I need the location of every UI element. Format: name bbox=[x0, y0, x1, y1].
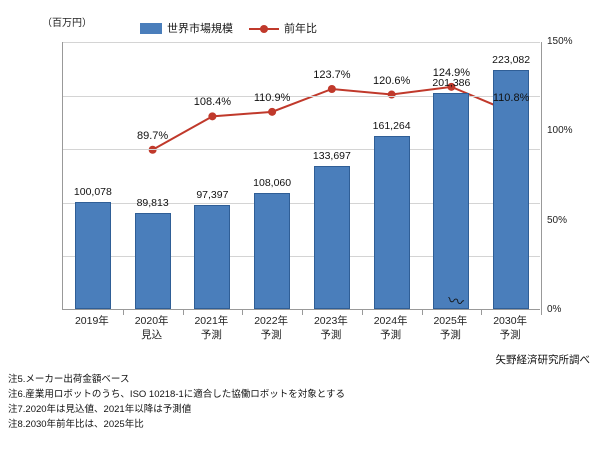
legend-item-line: 前年比 bbox=[249, 20, 317, 36]
legend-item-bar: 世界市場規模 bbox=[140, 20, 233, 36]
x-axis-tick-label: 2025年 予測 bbox=[433, 315, 468, 341]
bar-value-label: 97,397 bbox=[196, 188, 229, 201]
legend-label-bar: 世界市場規模 bbox=[167, 23, 233, 35]
x-axis-tick-mark bbox=[481, 310, 483, 315]
x-axis-tick-mark bbox=[361, 310, 363, 315]
x-axis-tick-mark bbox=[242, 310, 244, 315]
gridline bbox=[63, 202, 540, 204]
x-axis-tick-label: 2024年 予測 bbox=[373, 315, 408, 341]
footnotes: 注5.メーカー出荷金額ベース注6.産業用ロボットのうち、ISO 10218-1に… bbox=[8, 372, 345, 432]
ratio-value-label: 120.6% bbox=[372, 74, 411, 87]
bar-value-label: 161,264 bbox=[372, 120, 411, 133]
bar bbox=[134, 212, 171, 309]
x-axis-tick-mark bbox=[122, 310, 124, 315]
x-axis-tick-mark bbox=[182, 310, 184, 315]
bar bbox=[313, 165, 350, 309]
bar bbox=[373, 136, 410, 309]
ratio-value-label: 123.7% bbox=[313, 68, 351, 81]
y2-axis-tick-label: 150% bbox=[547, 36, 573, 47]
ratio-value-label: 108.4% bbox=[193, 96, 232, 109]
bar-value-label: 201,386 bbox=[432, 77, 471, 90]
legend-swatch-bar-icon bbox=[140, 22, 162, 34]
right-axis bbox=[541, 42, 542, 310]
bar-value-label: 89,813 bbox=[136, 196, 169, 209]
footnote-line: 注8.2030年前年比は、2025年比 bbox=[8, 419, 144, 430]
bar-value-label: 100,078 bbox=[73, 185, 112, 198]
plot-area: 050,000100,000150,000200,000250,0000%50%… bbox=[62, 36, 573, 315]
x-axis-tick-label: 2020年 見込 bbox=[134, 315, 169, 341]
footnote-line: 注6.産業用ロボットのうち、ISO 10218-1に適合した協働ロボットを対象と… bbox=[8, 389, 346, 400]
legend-label-line: 前年比 bbox=[284, 23, 317, 35]
bar-value-label: 223,082 bbox=[492, 53, 531, 66]
x-axis-tick-label: 2023年 予測 bbox=[313, 315, 348, 341]
x-axis-tick-mark bbox=[421, 310, 423, 315]
x-axis-tick-mark bbox=[541, 310, 542, 315]
x-axis-tick-label: 2021年 予測 bbox=[194, 315, 229, 341]
gridline bbox=[63, 95, 540, 97]
legend-line-marker-icon bbox=[249, 23, 279, 34]
x-axis-tick-label: 2030年 予測 bbox=[493, 315, 528, 341]
ratio-value-label: 124.9% bbox=[432, 66, 471, 79]
y2-axis-tick-label: 0% bbox=[547, 304, 562, 315]
chart-legend: 世界市場規模 前年比 bbox=[140, 20, 317, 36]
y2-axis-tick-label: 100% bbox=[547, 125, 573, 137]
bar bbox=[254, 193, 291, 309]
bar bbox=[433, 93, 470, 309]
bar-value-label: 108,060 bbox=[253, 177, 292, 190]
x-axis-tick-mark bbox=[302, 310, 303, 315]
x-axis-tick-label: 2022年 予測 bbox=[254, 315, 289, 341]
ratio-value-label: 110.9% bbox=[253, 91, 291, 104]
gridline bbox=[63, 42, 540, 43]
gridline bbox=[63, 149, 540, 151]
ratio-value-label: 89.7% bbox=[137, 129, 169, 142]
bar bbox=[194, 204, 231, 309]
gridline bbox=[63, 256, 540, 258]
y2-axis-tick-label: 50% bbox=[547, 214, 568, 226]
bar-value-label: 133,697 bbox=[312, 149, 351, 162]
bar bbox=[74, 201, 111, 309]
footnote-line: 注7.2020年は見込値、2021年以降は予測値 bbox=[8, 404, 192, 415]
source-credit: 矢野経済研究所調べ bbox=[495, 354, 591, 366]
footnote-line: 注5.メーカー出荷金額ベース bbox=[8, 374, 130, 385]
ratio-value-label: 110.8% bbox=[492, 92, 530, 105]
x-axis-tick-label: 2019年 bbox=[74, 315, 109, 327]
bar bbox=[493, 69, 530, 309]
y-axis-unit-label: （百万円） bbox=[42, 18, 92, 29]
